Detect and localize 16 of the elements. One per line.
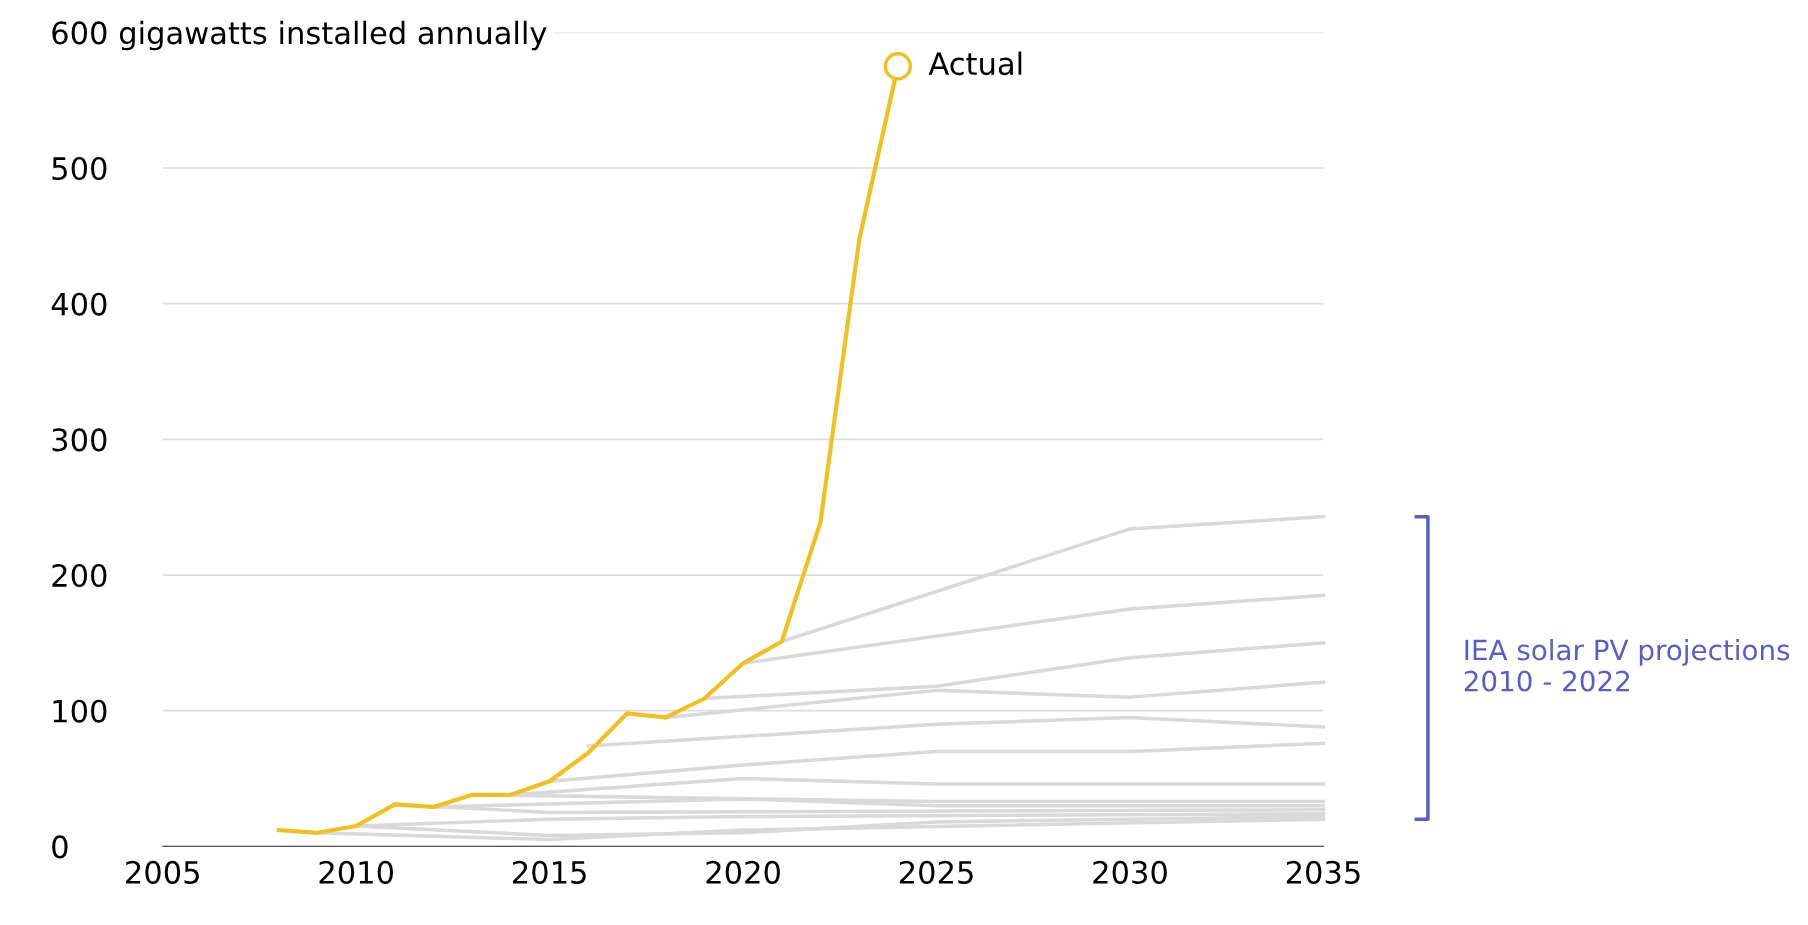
x-tick-label: 2005 <box>126 860 199 884</box>
series-label: Actual <box>928 51 1022 76</box>
y-tick-label: 300 <box>52 428 107 452</box>
x-tick-label: 2030 <box>1093 860 1167 884</box>
x-tick-label: 2015 <box>512 860 586 884</box>
y-tick-label: 100 <box>53 699 107 723</box>
y-tick-label: 0 <box>52 835 68 859</box>
y-tick-label: 400 <box>51 292 107 316</box>
x-tick-label: 2025 <box>899 860 973 884</box>
y-tick-label: 500 <box>52 156 107 181</box>
y-tick-label: 200 <box>52 563 107 588</box>
x-tick-label: 2020 <box>706 860 780 884</box>
y-tick-label: 600 gigawatts installed annually <box>52 20 547 51</box>
x-tick-label: 2010 <box>319 860 394 884</box>
text: IEA solar PV projections 2010 - 2022 <box>1464 638 1790 692</box>
x-tick-label: 2035 <box>1286 860 1360 884</box>
